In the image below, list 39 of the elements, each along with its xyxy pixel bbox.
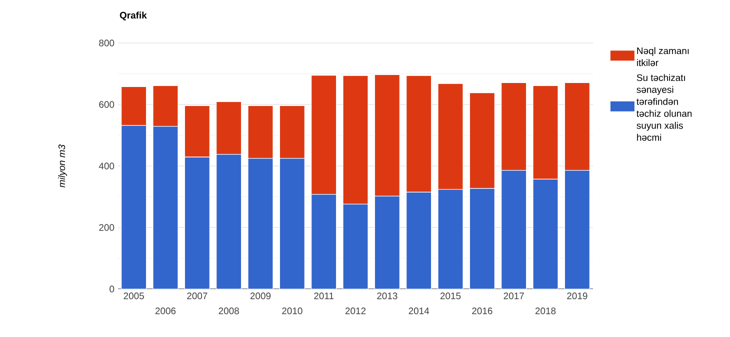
bar: [564, 170, 590, 289]
bar: [279, 158, 305, 289]
bar: [374, 196, 400, 289]
y-tick-label: 600: [99, 101, 114, 108]
bar: [184, 156, 210, 289]
x-tick-label: 2006: [155, 308, 176, 314]
x-tick-label: 2007: [187, 292, 208, 300]
x-tick-label: 2009: [250, 292, 271, 300]
x-tick-label: 2012: [345, 308, 366, 314]
x-tick-label: 2016: [472, 308, 492, 314]
x-tick-label: 2005: [124, 292, 144, 300]
y-tick-label: 0: [110, 286, 114, 292]
bar: [121, 125, 147, 289]
y-tick-label: 200: [99, 224, 114, 231]
bar: [152, 126, 178, 289]
x-tick-label: 2013: [377, 292, 398, 300]
legend-label: Su təchizatı sənayesi tərəfindən təchiz olunan suyun xalis həcmi: [636, 74, 692, 141]
legend-label: Nəql zamanı itkilər: [637, 47, 689, 66]
y-tick-label: 400: [98, 162, 114, 170]
bar: [248, 158, 274, 289]
x-tick-label: 2019: [567, 292, 588, 300]
y-axis-title: milyon m3: [58, 144, 67, 188]
x-tick-label: 2008: [218, 308, 239, 314]
x-tick-label: 2014: [408, 308, 430, 314]
chart-title: Qrafik: [120, 12, 147, 20]
bar: [532, 178, 558, 289]
bar: [342, 204, 368, 289]
bar: [406, 192, 432, 289]
bar: [469, 188, 495, 289]
bar: [311, 194, 337, 289]
x-tick-label: 2010: [282, 308, 302, 314]
x-tick-label: 2018: [535, 308, 556, 314]
y-tick-label: 800: [99, 40, 114, 46]
bar: [216, 154, 242, 289]
x-tick-label: 2015: [440, 292, 461, 300]
x-tick-label: 2011: [314, 292, 334, 300]
bar: [438, 189, 464, 289]
bar: [501, 170, 527, 289]
x-tick-label: 2017: [504, 292, 524, 300]
